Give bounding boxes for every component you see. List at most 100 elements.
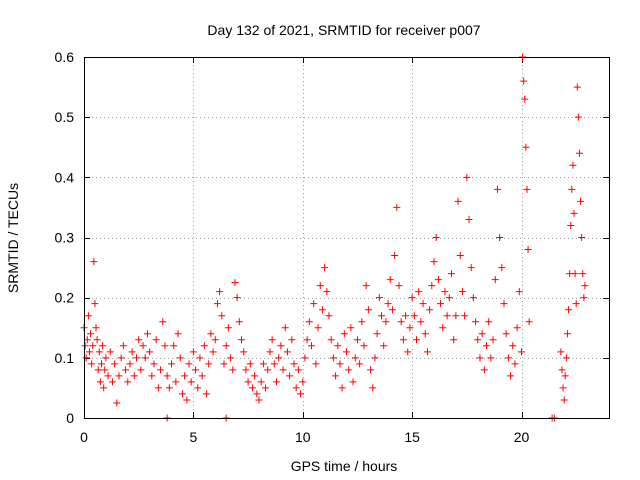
data-point [565, 306, 573, 314]
data-point [286, 372, 294, 380]
data-point [209, 348, 217, 356]
data-point [185, 360, 193, 368]
data-point [323, 288, 331, 296]
data-point [513, 324, 521, 332]
data-point [122, 366, 130, 374]
data-point [391, 252, 399, 260]
data-point [332, 372, 340, 380]
data-point [432, 234, 440, 241]
data-point [104, 372, 112, 380]
data-point [380, 342, 388, 350]
data-point [106, 348, 114, 356]
data-point [290, 360, 298, 368]
plot-frame [84, 57, 610, 419]
data-point [248, 384, 256, 392]
data-point [498, 264, 506, 272]
data-point [325, 312, 333, 320]
data-point [277, 342, 285, 350]
data-point [386, 276, 394, 284]
tick-labels: 0 5 10 15 20 0 0.1 0.2 0.3 0.4 0.5 0.6 [55, 49, 530, 445]
x-tick-label: 10 [295, 429, 311, 445]
y-axis-label: SRMTID / TECUs [5, 183, 21, 293]
data-point [388, 306, 396, 314]
data-point [161, 342, 169, 350]
data-point [336, 360, 344, 368]
data-point [419, 300, 427, 308]
data-point [205, 360, 213, 368]
data-point [402, 312, 410, 320]
data-point [353, 336, 361, 344]
data-point [108, 378, 116, 386]
data-point [102, 354, 110, 362]
data-point [406, 324, 414, 332]
data-point [178, 390, 186, 398]
data-point [266, 348, 274, 356]
data-point [384, 300, 392, 308]
data-point [218, 312, 226, 320]
data-point [96, 378, 104, 386]
data-point [343, 348, 350, 356]
data-point [334, 342, 342, 350]
data-point [577, 197, 585, 205]
data-point [255, 396, 263, 404]
data-point [571, 270, 579, 278]
data-point [356, 360, 364, 368]
data-point [456, 252, 464, 260]
data-point [421, 330, 429, 338]
data-point [511, 360, 519, 368]
data-point [115, 372, 123, 380]
data-point [146, 348, 154, 356]
data-point [478, 330, 486, 338]
data-point [574, 113, 582, 121]
data-point [568, 185, 576, 193]
data-point [428, 282, 436, 290]
data-point [211, 336, 219, 344]
data-point [507, 372, 515, 380]
data-point [399, 336, 407, 344]
data-point [172, 378, 180, 386]
data-point [347, 324, 355, 332]
y-tick-label: 0 [66, 410, 74, 426]
data-point [417, 318, 425, 326]
data-point [367, 366, 375, 374]
data-point [318, 306, 326, 314]
x-axis-label: GPS time / hours [291, 458, 398, 474]
data-point [183, 396, 191, 404]
data-point [288, 336, 296, 344]
data-point [378, 312, 385, 320]
data-points [80, 53, 589, 422]
data-point [423, 348, 431, 356]
data-point [227, 354, 235, 362]
data-point [251, 372, 259, 380]
data-point [489, 336, 497, 344]
data-point [143, 330, 151, 338]
data-point [518, 348, 525, 356]
data-point [297, 390, 305, 398]
data-point [358, 318, 366, 326]
data-point [299, 378, 307, 386]
data-point [563, 330, 571, 338]
data-point [119, 342, 127, 350]
data-point [87, 330, 95, 338]
data-point [91, 300, 99, 308]
data-point [82, 354, 90, 362]
data-point [345, 366, 353, 374]
data-point [443, 312, 451, 320]
grid-lines [84, 57, 609, 418]
data-point [327, 336, 335, 344]
data-point [213, 300, 221, 308]
data-point [410, 312, 418, 320]
data-point [222, 342, 230, 350]
data-point [560, 396, 568, 404]
data-point [168, 360, 175, 368]
data-point [439, 324, 447, 332]
data-point [397, 318, 405, 326]
data-point [371, 354, 379, 362]
data-point [279, 366, 287, 374]
data-point [329, 354, 337, 362]
data-point [572, 300, 580, 308]
data-point [242, 366, 250, 374]
data-point [203, 390, 210, 398]
data-point [94, 366, 102, 374]
data-point [224, 324, 232, 332]
